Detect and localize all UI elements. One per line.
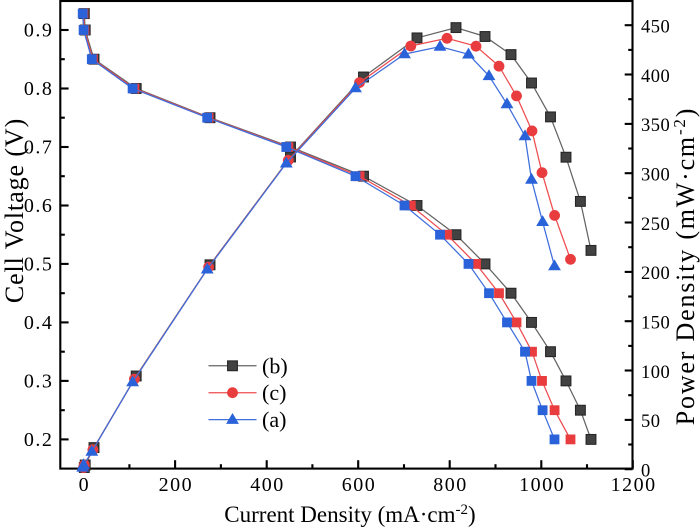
svg-text:150: 150: [641, 314, 670, 334]
svg-text:1000: 1000: [519, 474, 565, 496]
svg-text:250: 250: [641, 215, 670, 235]
svg-text:350: 350: [641, 116, 670, 136]
svg-text:0.4: 0.4: [24, 312, 54, 334]
svg-text:(b): (b): [262, 353, 288, 378]
svg-text:0.2: 0.2: [24, 429, 54, 451]
svg-text:600: 600: [342, 474, 377, 496]
svg-text:0.8: 0.8: [24, 78, 54, 100]
svg-text:0.6: 0.6: [24, 195, 54, 217]
svg-text:Cell Voltage (V): Cell Voltage (V): [0, 118, 29, 303]
svg-text:Current Density (mA·cm-2): Current Density (mA·cm-2): [224, 502, 475, 527]
svg-text:(c): (c): [262, 380, 286, 405]
svg-text:200: 200: [159, 474, 194, 496]
svg-text:0.5: 0.5: [24, 254, 54, 276]
svg-text:400: 400: [641, 67, 670, 87]
svg-text:0: 0: [79, 474, 91, 496]
svg-text:200: 200: [641, 264, 670, 284]
svg-text:0.9: 0.9: [24, 20, 54, 42]
svg-text:300: 300: [641, 166, 670, 186]
svg-text:450: 450: [641, 18, 670, 38]
svg-text:800: 800: [433, 474, 468, 496]
svg-text:0.3: 0.3: [24, 371, 54, 393]
svg-text:(a): (a): [262, 407, 286, 432]
svg-text:400: 400: [250, 474, 285, 496]
svg-text:50: 50: [641, 412, 661, 432]
svg-text:0: 0: [641, 462, 651, 482]
svg-text:100: 100: [641, 363, 670, 383]
svg-text:1200: 1200: [611, 474, 657, 496]
svg-text:0.7: 0.7: [24, 137, 54, 159]
svg-text:Power Density (mW·cm-2): Power Density (mW·cm-2): [670, 107, 700, 425]
